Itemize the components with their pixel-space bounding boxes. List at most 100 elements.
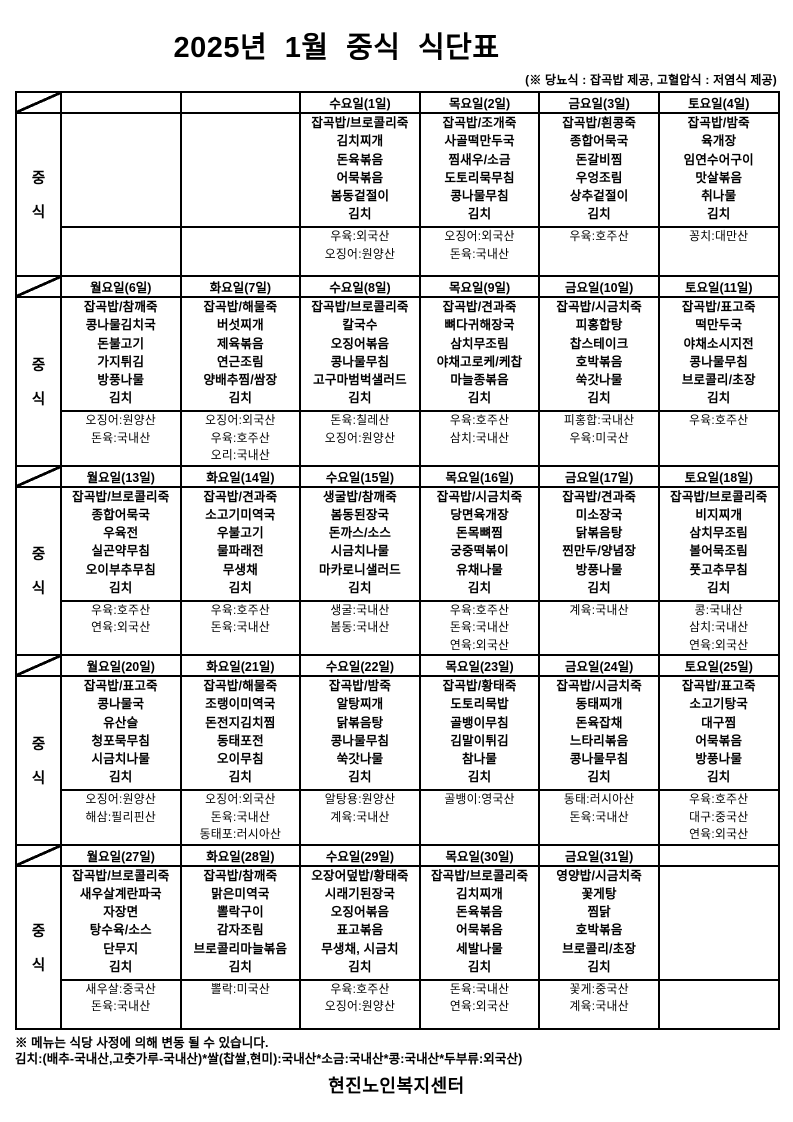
meal-label-char: 식 xyxy=(31,581,46,598)
menu-item: 도토리묵무침 xyxy=(444,170,515,185)
menu-item: 맑은미역국 xyxy=(211,886,270,901)
menu-cell: 잡곡밥/해물죽 버섯찌개 제육볶음 연근조림 양배추찜/쌈장 김치 xyxy=(179,296,302,412)
menu-item: 김치 xyxy=(109,959,133,974)
menu-item: 김치 xyxy=(348,770,372,785)
origin-item: 연육:외국산 xyxy=(689,637,749,652)
menu-item: 김치 xyxy=(467,580,492,595)
menu-item: 잡곡밥/밤죽 xyxy=(328,679,392,693)
title-wrap: 2025년 1월 중식 식단표 xyxy=(15,24,778,66)
day-header-cell: 수요일(22일) xyxy=(299,654,421,677)
day-header-cell: 월요일(20일) xyxy=(60,654,182,677)
menu-item: 닭볶음탕 xyxy=(336,715,384,730)
menu-item: 잡곡밥/견과죽 xyxy=(562,489,637,504)
menu-item: 고구마범벅샐러드 xyxy=(313,373,407,388)
week-block: 월요일(27일) 화요일(28일) 수요일(29일) 목요일(30일) 금요일(31일)… xyxy=(15,843,780,1030)
facility-name: 현진노인복지센터 xyxy=(328,1076,465,1097)
menu-item: 브로콜리/초장 xyxy=(562,941,637,956)
week-header-row: 수요일(1일) 목요일(2일) 금요일(3일) 토요일(4일) xyxy=(15,91,780,114)
menu-cell: 잡곡밥/브로콜리죽 비지찌개 삼치무조림 볼어묵조림 풋고추무침 김치 xyxy=(657,485,780,602)
week-header-row: 월요일(6일) 화요일(7일) 수요일(8일) 목요일(9일) 금요일(10일) 토요일(… xyxy=(15,275,780,298)
origin-item: 계육:국내산 xyxy=(569,602,629,617)
menu-item: 잡곡밥/참깨죽 xyxy=(83,300,158,314)
menu-cell: 잡곡밥/조개죽 사골떡만두국 찜새우/소금 도토리묵무침 콩나물무침 김치 xyxy=(418,112,541,228)
menu-row: 중 식 잡곡밥/브로콜리죽 새우살계란파국 자장면 탕수육/소스 단무지 김치 잡곡밥/참깨죽 맑… xyxy=(15,864,780,1030)
menu-item: 육개장 xyxy=(701,134,737,149)
origin-cell: 피홍합:국내산 우육:미국산 xyxy=(538,410,660,467)
day-header-cell: 목요일(23일) xyxy=(418,654,541,677)
meal-label-char: 중 xyxy=(31,923,46,940)
menu-item: 돈육볶음 xyxy=(336,152,384,167)
origin-cell: 우육:호주산 돈육:국내산 xyxy=(179,599,302,656)
meal-label-char: 식 xyxy=(31,770,46,787)
menu-item: 가지튀김 xyxy=(97,354,145,369)
day-header-cell: 화요일(7일) xyxy=(179,275,302,298)
day-header-cell: 목요일(16일) xyxy=(418,464,541,488)
origin-item: 봄동:국내산 xyxy=(330,620,390,634)
meal-label-char: 식 xyxy=(31,205,46,221)
origin-cell: 우육:호주산 삼치:국내산 xyxy=(418,410,541,467)
day-header-cell: 금요일(24일) xyxy=(538,654,660,677)
menu-item: 우엉조림 xyxy=(575,170,623,185)
menu-item: 칼국수 xyxy=(342,318,378,333)
menu-item: 야채고로케/케찹 xyxy=(436,354,523,369)
menu-cell: 잡곡밥/브로콜리죽 칼국수 오징어볶음 콩나물무침 고구마범벅샐러드 김치 xyxy=(299,296,421,412)
origin-cell: 동태:러시아산 돈육:국내산 xyxy=(538,789,660,846)
menu-item: 잡곡밥/시금치죽 xyxy=(556,300,642,314)
menu-item: 대구찜 xyxy=(701,715,737,730)
origin-item: 동태포:러시아산 xyxy=(199,827,282,841)
meal-label-char: 식 xyxy=(31,957,46,974)
origin-cell: 알탕용:원양산 계육:국내산 xyxy=(299,789,421,846)
menu-item: 잡곡밥/해물죽 xyxy=(203,300,278,314)
origin-item: 계육:국내산 xyxy=(569,999,629,1013)
menu-item: 돈육볶음 xyxy=(456,905,503,920)
week-block: 월요일(6일) 화요일(7일) 수요일(8일) 목요일(9일) 금요일(10일) 토요일(… xyxy=(15,275,780,467)
origin-cell: 우육:외국산 오징어:원양산 xyxy=(299,226,421,277)
menu-item: 유채나물 xyxy=(456,562,503,577)
origin-cell: 우육:호주산 xyxy=(538,226,660,277)
menu-item: 콩나물김치국 xyxy=(85,318,156,333)
menu-item: 시금치나물 xyxy=(91,752,151,767)
origin-item: 우육:호주산 xyxy=(689,792,749,806)
origin-item: 우육:호주산 xyxy=(210,430,271,445)
menu-item: 김치 xyxy=(109,770,133,785)
menu-item: 김치 xyxy=(587,391,611,406)
menu-item: 브로콜리마늘볶음 xyxy=(193,941,288,956)
menu-item: 삼치무조림 xyxy=(689,526,749,541)
origin-item: 돈육:국내산 xyxy=(449,246,510,261)
origin-item: 오징어:원양산 xyxy=(85,792,157,806)
menu-cell: 잡곡밥/브로콜리죽 종합어묵국 우육전 실곤약무침 오이부추무침 김치 xyxy=(60,485,182,602)
menu-item: 김치 xyxy=(707,391,731,406)
menu-item: 잡곡밥/견과죽 xyxy=(442,300,517,314)
day-header-cell: 수요일(8일) xyxy=(299,275,421,298)
menu-cell xyxy=(179,112,302,228)
origin-item: 오징어:원양산 xyxy=(324,246,396,261)
origin-item: 돈육:국내산 xyxy=(569,809,629,824)
origin-item: 연육:외국산 xyxy=(91,620,151,634)
origin-item: 오리:국내산 xyxy=(210,448,271,462)
menu-item: 우불고기 xyxy=(216,526,264,541)
menu-item: 브로콜리/초장 xyxy=(681,373,756,388)
origin-item: 오징어:원양산 xyxy=(85,413,157,427)
origin-cell: 꽁치:대만산 xyxy=(657,226,780,277)
origin-item: 연육:외국산 xyxy=(449,637,510,652)
day-header-cell: 월요일(13일) xyxy=(60,464,182,488)
menu-item: 동태찌개 xyxy=(575,697,623,712)
origin-cell: 뽈락:미국산 xyxy=(179,978,302,1030)
origin-item: 돈육:국내산 xyxy=(91,430,151,445)
menu-item: 잡곡밥/브로콜리죽 xyxy=(72,489,170,504)
menu-item: 김치 xyxy=(348,580,372,595)
menu-item: 방풍나물 xyxy=(575,562,623,577)
menu-cell: 잡곡밥/참깨죽 콩나물김치국 돈불고기 가지튀김 방풍나물 김치 xyxy=(60,296,182,412)
menu-item: 호박볶음 xyxy=(575,923,623,938)
day-header-cell: 금요일(31일) xyxy=(538,843,660,867)
menu-cell: 잡곡밥/시금치죽 동태찌개 돈육잡채 느타리볶음 콩나물무침 김치 xyxy=(538,675,660,791)
origin-cell: 계육:국내산 xyxy=(538,599,660,656)
menu-item: 실곤약무침 xyxy=(91,544,151,559)
menu-item: 버섯찌개 xyxy=(216,318,264,333)
menu-item: 호박볶음 xyxy=(575,354,623,369)
menu-item: 마늘종볶음 xyxy=(450,373,509,388)
origin-cell: 우육:호주산 연육:외국산 xyxy=(60,599,182,656)
menu-item: 뽈락구이 xyxy=(216,905,264,920)
meal-label-char: 중 xyxy=(31,736,46,753)
